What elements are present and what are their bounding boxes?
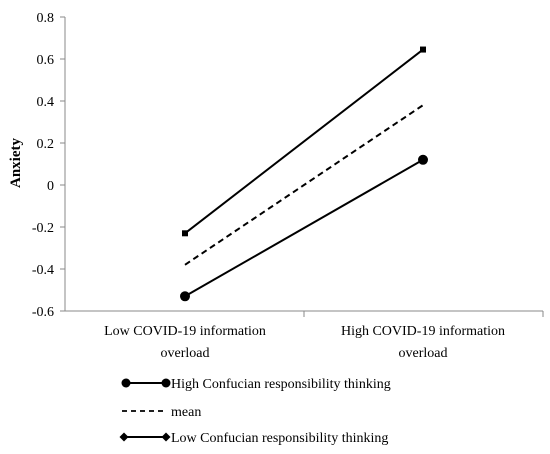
legend-marker-high-right — [161, 378, 171, 388]
series-lines — [180, 46, 428, 302]
series-line-0 — [184, 158, 424, 298]
legend-label-high: High Confucian responsibility thinking — [171, 377, 391, 392]
x-category-label-low-line2: overload — [161, 346, 210, 361]
legend-marker-low-left — [119, 432, 129, 442]
x-category-label-high-line2: overload — [399, 346, 448, 361]
series-line-2 — [184, 48, 424, 235]
legend-label-low: Low Confucian responsibility thinking — [171, 431, 388, 446]
y-tick-label: 0 — [47, 179, 54, 194]
x-axis-categories: Low COVID-19 information overload High C… — [104, 324, 505, 361]
y-tick-label: 0.4 — [37, 95, 55, 110]
y-tick-label: 0.6 — [37, 53, 55, 68]
legend-marker-high-left — [121, 378, 131, 388]
x-category-label-high-line1: High COVID-19 information — [341, 324, 505, 339]
data-point-2-0 — [182, 230, 188, 237]
y-axis-ticks: 0.8 0.6 0.4 0.2 0 -0.2 -0.4 -0.6 — [32, 11, 65, 320]
series-line-1 — [184, 104, 424, 266]
y-tick-label: -0.4 — [32, 263, 54, 278]
data-point-0-1 — [418, 154, 428, 165]
legend-marker-low-right — [161, 432, 171, 442]
y-axis-label: Anxiety — [8, 138, 24, 188]
data-point-2-1 — [420, 46, 426, 53]
y-tick-label: 0.8 — [37, 11, 55, 26]
y-tick-label: -0.6 — [32, 305, 54, 320]
legend: High Confucian responsibility thinking m… — [119, 377, 391, 446]
y-tick-label: 0.2 — [37, 137, 55, 152]
legend-label-mean: mean — [171, 405, 201, 420]
data-point-0-0 — [180, 291, 190, 302]
y-tick-label: -0.2 — [32, 221, 54, 236]
x-category-label-low-line1: Low COVID-19 information — [104, 324, 266, 339]
